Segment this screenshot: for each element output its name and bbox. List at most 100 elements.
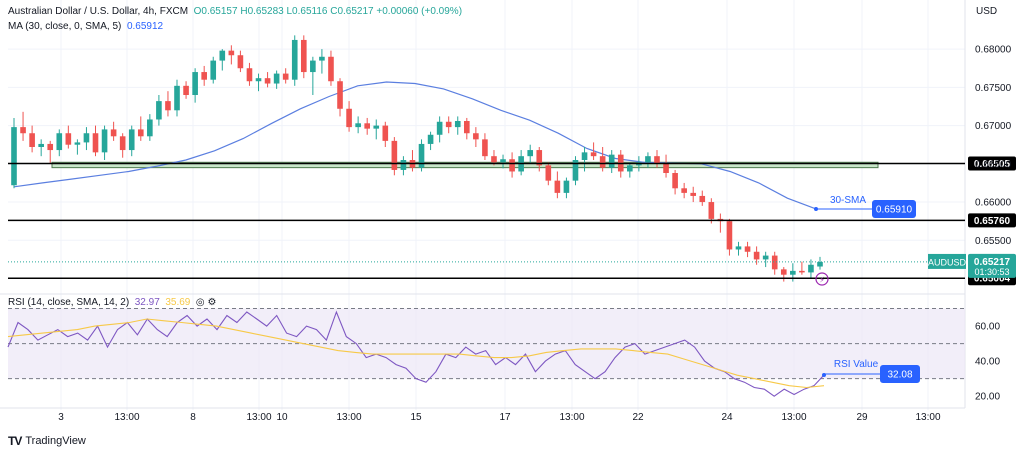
tradingview-logo-icon: TV <box>8 434 22 448</box>
candle <box>110 121 117 141</box>
candle <box>237 50 244 73</box>
candle-body <box>427 134 434 144</box>
candle <box>391 137 398 176</box>
candle-body <box>364 123 370 129</box>
candle <box>735 241 742 256</box>
rsi-band-layer <box>8 308 965 380</box>
candle-body <box>681 188 687 193</box>
candle <box>726 218 733 256</box>
candle-body <box>246 68 253 82</box>
ma-legend[interactable]: MA (30, close, 0, SMA, 5) 0.65912 <box>8 21 163 32</box>
candle <box>355 116 361 134</box>
eye-icon[interactable]: ◎ <box>195 297 205 308</box>
candle-body <box>319 56 325 61</box>
candle-body <box>654 156 660 164</box>
candle-body <box>726 221 733 250</box>
candle-body <box>563 180 570 193</box>
time-tick-label: 13:00 <box>915 412 940 423</box>
candle-body <box>482 139 488 157</box>
candle <box>581 147 588 172</box>
candle-body <box>808 264 814 273</box>
candle <box>310 56 316 95</box>
candle-body <box>753 251 760 260</box>
candle-body <box>192 72 198 95</box>
candle-body <box>527 150 534 157</box>
price-tick-label: 0.66000 <box>975 198 1012 209</box>
candle-body <box>464 121 470 134</box>
candle <box>590 142 597 160</box>
candle-body <box>273 73 280 84</box>
candle <box>536 147 543 172</box>
candle-body <box>817 261 823 267</box>
candle <box>400 156 407 176</box>
time-tick-label: 13:00 <box>336 412 361 423</box>
candle-body <box>147 119 153 137</box>
candle-body <box>599 156 606 168</box>
candle <box>599 147 606 172</box>
time-tick-label: 13:00 <box>559 412 584 423</box>
candle <box>364 117 370 135</box>
settings-icon[interactable]: ⚙ <box>207 297 217 308</box>
candle <box>545 162 552 186</box>
candle <box>473 127 479 147</box>
rsi-line <box>7 310 825 397</box>
ohlc-close: C0.65217 <box>330 6 374 17</box>
candle-body <box>355 123 361 128</box>
time-tick-label: 13:00 <box>781 412 806 423</box>
candle-body <box>762 255 769 260</box>
rsi-legend[interactable]: RSI (14, close, SMA, 14, 2) 32.97 35.69 … <box>8 297 216 308</box>
candle-body <box>627 165 633 172</box>
candle <box>74 139 81 155</box>
candle <box>771 251 778 275</box>
countdown-text: 01:30:53 <box>974 267 1009 277</box>
candle-body <box>237 55 244 69</box>
candle-body <box>264 78 271 84</box>
candle-body <box>101 129 108 153</box>
ma-value-box <box>872 199 916 218</box>
candle <box>255 73 262 92</box>
rsi-label: RSI (14, close, SMA, 14, 2) <box>8 297 130 308</box>
candle-body <box>11 127 17 186</box>
ohlc-high: H0.65283 <box>240 6 284 17</box>
candle <box>509 152 515 178</box>
candle <box>128 125 135 157</box>
support-zone <box>51 161 879 169</box>
tradingview-logo[interactable]: TV TradingView <box>8 434 86 448</box>
zone-layer <box>51 161 879 169</box>
time-tick-label: 24 <box>721 412 733 423</box>
time-tick-label: 10 <box>276 412 288 423</box>
current-price-box <box>968 253 1016 278</box>
candle-body <box>735 246 742 250</box>
candle <box>192 68 198 103</box>
candle <box>119 133 126 158</box>
candle-body <box>554 180 561 193</box>
candle <box>464 117 470 140</box>
rsi-value-box <box>880 365 920 384</box>
candle-body <box>210 60 217 80</box>
candle-body <box>219 50 226 61</box>
candle <box>228 45 235 65</box>
candle <box>482 133 488 160</box>
candle <box>210 56 217 84</box>
candle-body <box>473 133 479 140</box>
candle-body <box>790 270 796 275</box>
symbol-title: Australian Dollar / U.S. Dollar, 4h, FXC… <box>8 6 189 17</box>
candle-body <box>373 125 380 129</box>
candle <box>319 49 325 74</box>
candle <box>165 91 171 117</box>
candle <box>645 152 651 168</box>
candle <box>65 125 72 149</box>
candle <box>264 72 271 88</box>
candle-body <box>771 255 778 270</box>
candle <box>83 127 90 151</box>
level-label-box <box>968 213 1016 228</box>
candle-body <box>47 143 54 151</box>
candle-body <box>38 143 44 147</box>
candle <box>337 78 343 117</box>
candle <box>174 79 180 117</box>
candle-body <box>291 39 298 80</box>
candle <box>780 267 787 282</box>
candle-body <box>672 173 678 189</box>
